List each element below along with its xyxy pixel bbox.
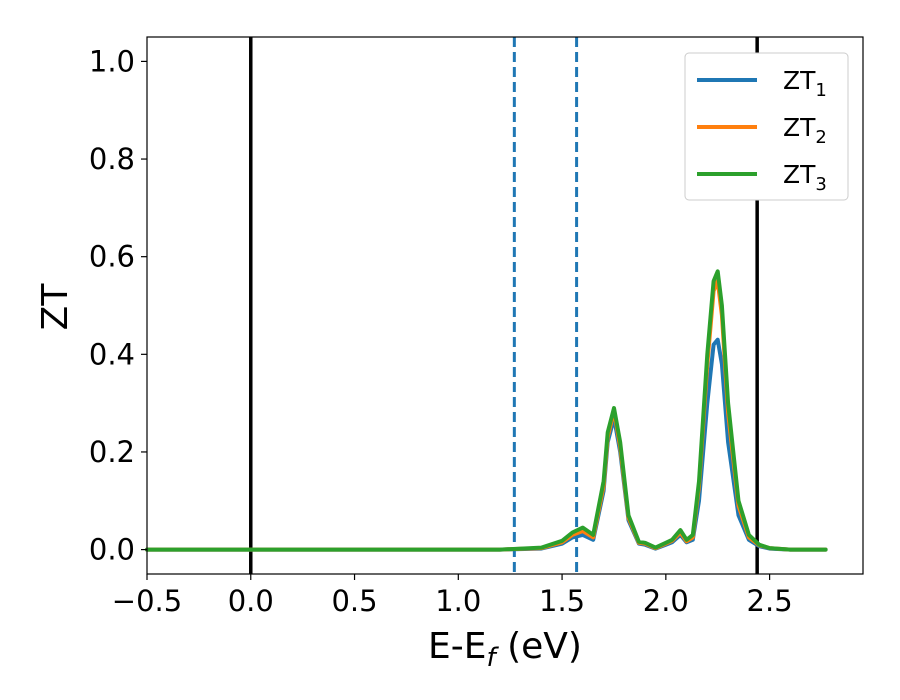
legend-box <box>684 52 849 201</box>
y-tick-label: 0.2 <box>89 435 135 469</box>
y-axis-label: ZT <box>35 283 76 331</box>
x-tick-label: −0.5 <box>112 584 182 618</box>
legend: ZT1 ZT2 ZT3 <box>684 52 849 201</box>
x-axis-label: E-Ef (eV) <box>428 626 582 673</box>
y-tick-label: 1.0 <box>89 44 135 78</box>
x-tick-label: 0.5 <box>331 584 377 618</box>
legend-label-zt2: ZT2 <box>783 113 827 148</box>
x-axis-label-main: E-E <box>428 626 486 667</box>
x-tick-label: 0.0 <box>228 584 274 618</box>
y-tick-label: 0.4 <box>89 337 135 371</box>
x-tick-label: 2.5 <box>747 584 793 618</box>
y-tick-label: 0.8 <box>89 142 135 176</box>
x-tick-label: 2.0 <box>643 584 689 618</box>
legend-label-zt1: ZT1 <box>783 66 827 101</box>
y-tick-label: 0.6 <box>89 240 135 274</box>
x-axis-label-unit: (eV) <box>496 626 582 667</box>
y-tick-label: 0.0 <box>89 533 135 567</box>
x-tick-label: 1.0 <box>435 584 481 618</box>
x-tick-label: 1.5 <box>539 584 585 618</box>
legend-label-zt3: ZT3 <box>783 160 827 195</box>
series-line-zt3 <box>145 269 828 552</box>
plot-frame <box>146 36 864 575</box>
